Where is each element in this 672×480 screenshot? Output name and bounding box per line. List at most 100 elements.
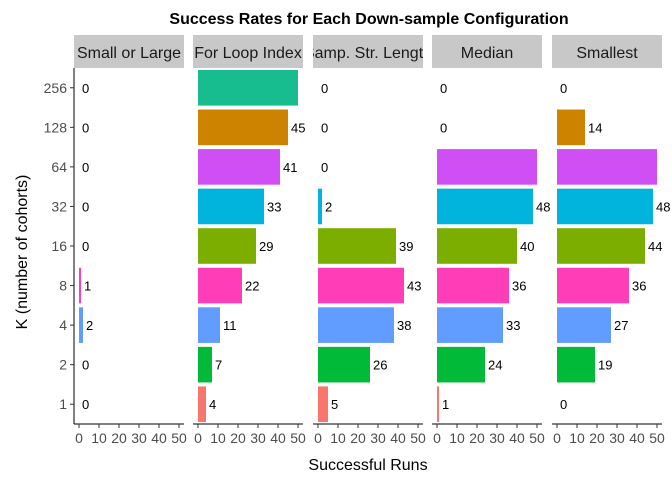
data-label: 41 (283, 160, 297, 175)
bar (557, 149, 657, 185)
bar-group (437, 149, 537, 423)
bar (318, 346, 370, 383)
x-tick-label: 10 (569, 430, 585, 446)
data-label: 0 (82, 160, 89, 175)
x-tick-label: 0 (75, 430, 83, 446)
data-label: 14 (588, 120, 602, 135)
y-axis: 1 2 4 8 16 32 64 128 256 (44, 68, 75, 424)
data-label: 29 (259, 239, 273, 254)
y-tick-label: 128 (44, 119, 68, 135)
x-tick-label: 20 (469, 430, 485, 446)
data-label: 36 (512, 279, 526, 294)
x-tick-label: 40 (629, 430, 645, 446)
bar-group (79, 267, 83, 343)
x-tick-label: 0 (314, 430, 322, 446)
data-label: 45 (291, 120, 305, 135)
data-label: 0 (82, 358, 89, 373)
data-label: 5 (331, 397, 338, 412)
data-label: 0 (82, 81, 89, 96)
bar (79, 267, 81, 304)
data-label: 27 (614, 318, 628, 333)
data-label: 19 (598, 358, 612, 373)
facet-strip-label: Median (461, 45, 513, 62)
x-tick-label: 20 (111, 430, 127, 446)
bar (79, 307, 83, 343)
chart-title: Success Rates for Each Down-sample Confi… (169, 11, 568, 28)
data-label: 40 (520, 239, 534, 254)
bar (557, 228, 645, 264)
data-label: 7 (215, 358, 222, 373)
y-tick-label: 4 (59, 317, 67, 333)
data-label: 0 (82, 120, 89, 135)
data-label: 33 (267, 199, 281, 214)
data-label: 0 (560, 81, 567, 96)
bar (437, 307, 503, 343)
bar (318, 386, 328, 423)
x-tick-label: 40 (390, 430, 406, 446)
facet-strip-label: For Loop Index (194, 45, 302, 62)
data-label: 0 (560, 397, 567, 412)
bar (557, 109, 585, 146)
bar (198, 228, 256, 264)
y-tick-label: 8 (59, 278, 67, 294)
x-tick-label: 0 (553, 430, 561, 446)
data-label: 1 (84, 279, 91, 294)
data-label: 0 (82, 199, 89, 214)
data-label: 0 (82, 239, 89, 254)
x-tick-label: 30 (609, 430, 625, 446)
bar (557, 307, 611, 343)
data-label: 0 (440, 81, 447, 96)
data-label: 24 (488, 358, 502, 373)
bar (198, 109, 288, 146)
facet-strip-label: Small or Large (77, 45, 181, 62)
y-tick-label: 2 (59, 357, 67, 373)
x-tick-label: 50 (649, 430, 665, 446)
bar-group (318, 188, 404, 423)
data-label: 0 (321, 160, 328, 175)
data-label: 0 (82, 397, 89, 412)
x-tick-label: 40 (509, 430, 525, 446)
bar (437, 149, 537, 185)
y-tick-label: 64 (51, 159, 67, 175)
facet-panel: For Loop Index 4 7 11 22 29 33 41 45 0 10 20 30 40 50 (193, 35, 306, 446)
y-tick-label: 32 (51, 198, 67, 214)
facet-strip (552, 35, 662, 68)
x-axis-title: Successful Runs (308, 457, 427, 474)
data-label: 0 (440, 120, 447, 135)
x-tick-label: 0 (194, 430, 202, 446)
bar (198, 188, 264, 225)
bar (437, 228, 517, 264)
data-label: 0 (321, 81, 328, 96)
data-label: 44 (648, 239, 662, 254)
data-label: 2 (86, 318, 93, 333)
bar (557, 267, 629, 304)
x-tick-label: 0 (433, 430, 441, 446)
data-label: 2 (325, 199, 332, 214)
bar-group (557, 109, 657, 383)
x-tick-label: 50 (290, 430, 306, 446)
x-tick-label: 40 (151, 430, 167, 446)
x-tick-label: 10 (91, 430, 107, 446)
bar (198, 346, 212, 383)
data-label: 0 (321, 120, 328, 135)
bar (437, 346, 485, 383)
bar (318, 188, 322, 225)
y-tick-label: 16 (51, 238, 67, 254)
data-label: 48 (656, 199, 670, 214)
data-label: 11 (223, 318, 237, 333)
bar (198, 69, 298, 106)
x-tick-label: 10 (210, 430, 226, 446)
x-tick-label: 10 (330, 430, 346, 446)
facet-strip (432, 35, 542, 68)
bar (198, 386, 206, 423)
data-label: 39 (399, 239, 413, 254)
x-tick-label: 50 (171, 430, 187, 446)
bar (198, 149, 280, 185)
x-tick-label: 30 (370, 430, 386, 446)
bar (198, 267, 242, 304)
bar (318, 228, 396, 264)
bar (437, 386, 439, 423)
data-label: 36 (632, 279, 646, 294)
